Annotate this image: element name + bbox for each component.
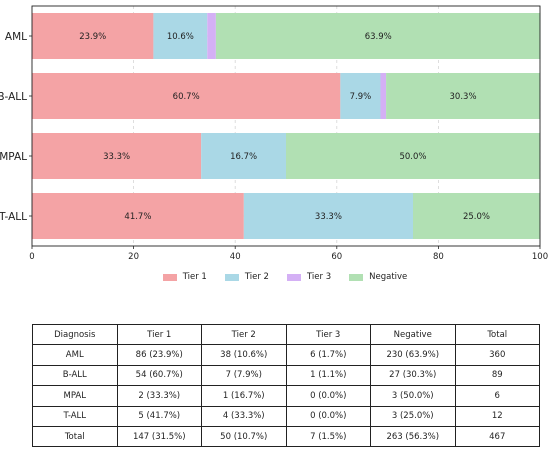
bar-segment <box>380 73 387 119</box>
table-cell: 12 <box>454 405 540 427</box>
data-label: 7.9% <box>350 92 372 102</box>
bar-segment <box>207 13 216 59</box>
table-cell: 50 (10.7%) <box>201 425 287 448</box>
x-tick-label: 20 <box>128 252 139 262</box>
table-cell: 6 <box>454 385 540 407</box>
data-label: 10.6% <box>167 32 194 42</box>
table-header-tier2: Tier 2 <box>201 323 287 346</box>
table-cell: 86 (23.9%) <box>116 344 202 366</box>
x-tick-label: 60 <box>331 252 342 262</box>
legend-item: Negative <box>349 272 407 282</box>
y-tick-label: B-ALL <box>0 91 27 103</box>
table-cell: 7 (1.5%) <box>285 425 371 448</box>
bar-segment <box>340 73 381 119</box>
x-tick-label: 80 <box>433 252 444 262</box>
table-cell: 230 (63.9%) <box>370 344 456 366</box>
table-row: AML 86 (23.9%) 38 (10.6%) 6 (1.7%) 230 (… <box>32 344 540 366</box>
table-cell: 360 <box>454 344 540 366</box>
legend-swatch <box>224 273 239 281</box>
y-tick-label: AML <box>5 31 27 43</box>
x-tick-label: 100 <box>532 252 548 262</box>
table-header-tier1: Tier 1 <box>116 323 202 346</box>
table-cell: 5 (41.7%) <box>116 405 202 427</box>
data-label: 33.3% <box>103 152 130 162</box>
data-label: 33.3% <box>315 212 342 222</box>
table-header-total: Total <box>454 323 540 346</box>
x-tick-label: 0 <box>29 252 34 262</box>
table-cell: 2 (33.3%) <box>116 385 202 407</box>
legend-swatch <box>286 273 301 281</box>
table-cell: 27 (30.3%) <box>370 364 456 387</box>
legend-label: Negative <box>369 272 408 282</box>
table-cell: 4 (33.3%) <box>201 405 287 427</box>
legend-item: Tier 2 <box>224 272 269 282</box>
data-label: 16.7% <box>230 152 257 162</box>
bar-segment <box>243 193 413 239</box>
table-cell: 6 (1.7%) <box>285 344 371 366</box>
table-cell: 3 (50.0%) <box>370 385 456 407</box>
table-cell: 0 (0.0%) <box>285 385 371 407</box>
bar-segment <box>32 133 202 179</box>
data-label: 50.0% <box>399 152 426 162</box>
bar-segment <box>32 193 244 239</box>
data-label: 41.7% <box>124 212 151 222</box>
table-cell: 0 (0.0%) <box>285 405 371 427</box>
y-tick-label: MPAL <box>0 151 27 163</box>
y-tick-label: T-ALL <box>0 211 27 223</box>
table-row: B-ALL 54 (60.7%) 7 (7.9%) 1 (1.1%) 27 (3… <box>32 364 540 387</box>
table-cell: 89 <box>454 364 540 387</box>
data-label: 63.9% <box>365 32 392 42</box>
table-cell: 467 <box>454 425 540 448</box>
table-header-negative: Negative <box>370 323 456 346</box>
legend-label: Tier 2 <box>244 272 269 282</box>
table-cell: 147 (31.5%) <box>116 425 202 448</box>
bar-segment <box>386 73 540 119</box>
table-row: T-ALL 5 (41.7%) 4 (33.3%) 0 (0.0%) 3 (25… <box>32 405 540 427</box>
table-cell: T-ALL <box>32 405 118 427</box>
table-header-diagnosis: Diagnosis <box>32 323 118 346</box>
legend-label: Tier 1 <box>182 272 207 282</box>
summary-table: Diagnosis Tier 1 Tier 2 Tier 3 Negative … <box>32 323 540 448</box>
data-label: 25.0% <box>463 212 490 222</box>
bar-segment <box>215 13 541 59</box>
data-label: 30.3% <box>450 92 477 102</box>
table-cell: AML <box>32 344 118 366</box>
legend-item: Tier 1 <box>162 272 207 282</box>
summary-table-container: Diagnosis Tier 1 Tier 2 Tier 3 Negative … <box>32 323 540 448</box>
table-cell: 54 (60.7%) <box>116 364 202 387</box>
table-cell: 3 (25.0%) <box>370 405 456 427</box>
bar-segment <box>32 13 154 59</box>
data-label: 23.9% <box>79 32 106 42</box>
table-cell: 38 (10.6%) <box>201 344 287 366</box>
table-row: MPAL 2 (33.3%) 1 (16.7%) 0 (0.0%) 3 (50.… <box>32 385 540 407</box>
legend-label: Tier 3 <box>306 272 332 282</box>
legend-swatch <box>349 273 364 281</box>
bar-segment <box>286 133 540 179</box>
x-tick-label: 40 <box>230 252 241 262</box>
legend-swatch <box>162 273 177 281</box>
table-cell: 263 (56.3%) <box>370 425 456 448</box>
bar-segment <box>413 193 540 239</box>
bar-segment <box>32 73 341 119</box>
plot-frame <box>31 5 541 247</box>
table-header-tier3: Tier 3 <box>285 323 371 346</box>
table-cell: Total <box>32 425 118 448</box>
legend-item: Tier 3 <box>286 272 332 282</box>
bar-segment <box>153 13 208 59</box>
table-cell: 1 (16.7%) <box>201 385 287 407</box>
table-cell: 7 (7.9%) <box>201 364 287 387</box>
stacked-bar-chart: 23.9% 10.6% 63.9% AML 60.7% 7.9% 30.3% B-ALL 33.… <box>0 5 548 262</box>
table-cell: MPAL <box>32 385 118 407</box>
data-label: 60.7% <box>173 92 200 102</box>
table-row: Total 147 (31.5%) 50 (10.7%) 7 (1.5%) 26… <box>32 425 540 448</box>
table-cell: 1 (1.1%) <box>285 364 371 387</box>
chart-legend: Tier 1 Tier 2 Tier 3 Negative <box>0 272 550 282</box>
table-header-row: Diagnosis Tier 1 Tier 2 Tier 3 Negative … <box>32 323 540 346</box>
table-cell: B-ALL <box>32 364 118 387</box>
bar-segment <box>201 133 286 179</box>
